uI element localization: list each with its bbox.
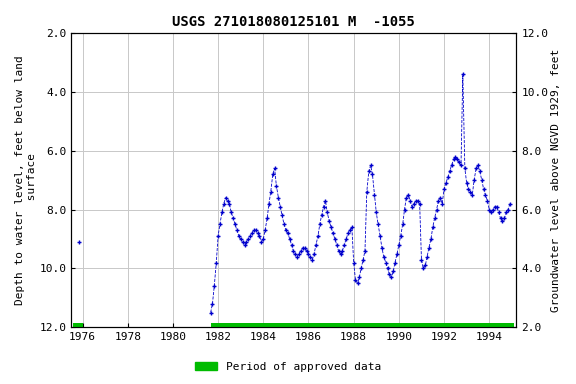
Y-axis label: Groundwater level above NGVD 1929, feet: Groundwater level above NGVD 1929, feet — [551, 48, 561, 312]
Y-axis label: Depth to water level, feet below land
 surface: Depth to water level, feet below land su… — [15, 55, 37, 305]
Legend: Period of approved data: Period of approved data — [191, 358, 385, 377]
Title: USGS 271018080125101 M  -1055: USGS 271018080125101 M -1055 — [172, 15, 415, 29]
